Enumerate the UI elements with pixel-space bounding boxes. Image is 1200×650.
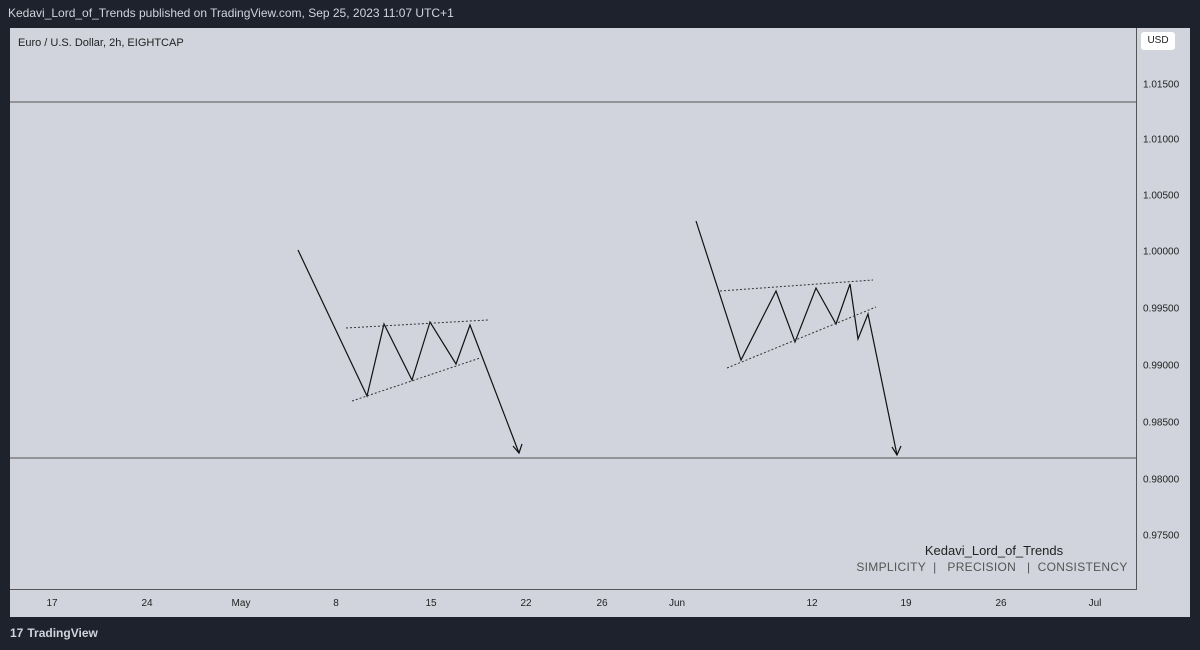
pattern-line [297,249,520,454]
price-label: 1.01000 [1143,134,1180,146]
currency-button[interactable]: USD [1141,32,1175,50]
price-label: 1.01500 [1143,79,1180,91]
time-label: 17 [46,598,58,609]
header-title: Kedavi_Lord_of_Trends published on Tradi… [8,6,454,20]
trendline [719,279,874,292]
arrow-head [891,445,902,457]
chart-panel: Euro / U.S. Dollar, 2h, EIGHTCAP USD Ked… [10,28,1190,617]
time-label: 26 [995,598,1007,609]
price-label: 0.98500 [1143,417,1180,429]
price-label: 0.97500 [1143,530,1180,542]
trendline [345,319,489,329]
watermark-name: Kedavi_Lord_of_Trends [924,543,1064,558]
symbol-info: Euro / U.S. Dollar, 2h, EIGHTCAP [18,37,184,49]
pattern-line [695,220,898,456]
time-label: 15 [425,598,437,609]
plot-area [10,28,1137,590]
time-label: 8 [333,598,339,609]
price-label: 1.00000 [1143,246,1180,258]
time-label: 22 [520,598,532,609]
price-label: 0.99500 [1143,303,1180,315]
watermark-slogan: SIMPLICITY | PRECISION | CONSISTENCY [856,560,1128,574]
trendline [726,306,877,369]
time-label: 12 [806,598,818,609]
arrow-head [512,443,523,455]
price-label: 0.98000 [1143,474,1180,486]
footer-brand: 17 TradingView [10,626,98,640]
time-label: 24 [141,598,153,609]
price-label: 0.99000 [1143,360,1180,372]
time-label: 19 [900,598,912,609]
trendline [351,357,481,402]
time-label: Jul [1088,598,1102,609]
brand-text: TradingView [27,626,98,640]
drawings [10,101,1137,459]
time-label: 26 [596,598,608,609]
price-label: 1.00500 [1143,190,1180,202]
time-label: Jun [668,598,686,609]
time-label: May [231,598,251,609]
